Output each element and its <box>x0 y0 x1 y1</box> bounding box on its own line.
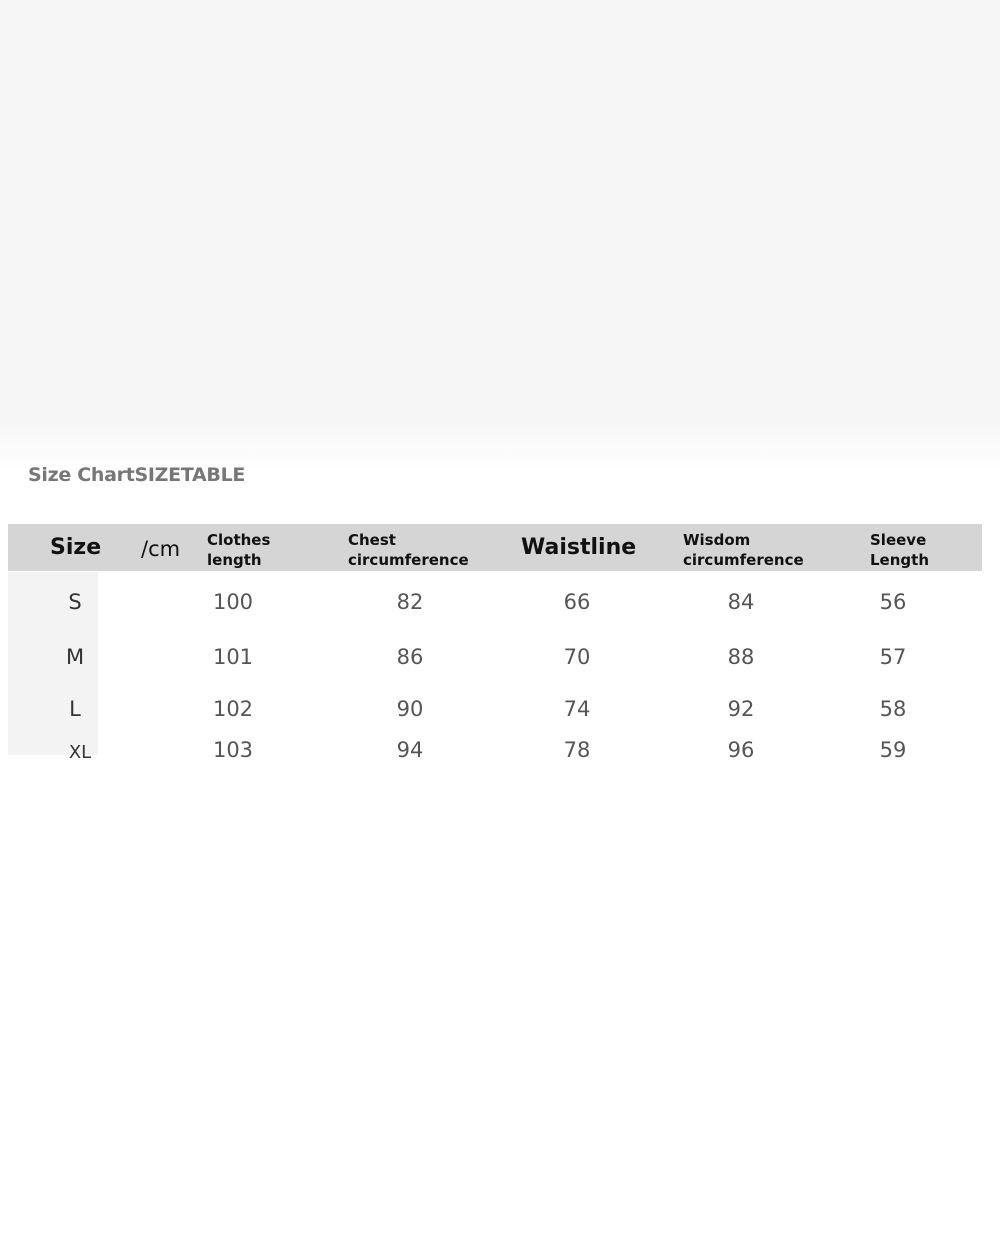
table-cell: 94 <box>396 738 424 762</box>
table-cell: 56 <box>879 590 907 614</box>
size-label: M <box>65 645 85 669</box>
header-unit: /cm <box>141 537 181 561</box>
header-line: Chest <box>348 531 396 549</box>
header-wisdom: Wisdom circumference <box>683 530 804 570</box>
table-cell: 102 <box>212 697 254 721</box>
table-header-bar <box>8 524 982 571</box>
table-cell: 86 <box>396 645 424 669</box>
size-chart-title: Size ChartSIZETABLE <box>28 464 246 486</box>
table-cell: 78 <box>563 738 591 762</box>
table-cell: 70 <box>563 645 591 669</box>
header-size: Size <box>50 535 102 560</box>
header-sleeve: Sleeve Length <box>870 530 929 570</box>
table-cell: 100 <box>212 590 254 614</box>
header-line: Sleeve <box>870 531 927 549</box>
header-line: length <box>207 551 262 569</box>
table-cell: 66 <box>563 590 591 614</box>
table-cell: 103 <box>212 738 254 762</box>
header-line: circumference <box>683 551 804 569</box>
table-cell: 58 <box>879 697 907 721</box>
table-cell: 57 <box>879 645 907 669</box>
table-cell: 84 <box>727 590 755 614</box>
header-line: Clothes <box>207 531 271 549</box>
size-label: XL <box>68 742 92 763</box>
table-cell: 96 <box>727 738 755 762</box>
size-column-background <box>8 572 98 755</box>
header-clothes-length: Clothes length <box>207 530 270 570</box>
size-label: S <box>68 590 82 614</box>
table-cell: 59 <box>879 738 907 762</box>
header-line: Length <box>870 551 929 569</box>
size-label: L <box>69 697 81 721</box>
table-cell: 82 <box>396 590 424 614</box>
header-line: circumference <box>348 551 469 569</box>
table-cell: 90 <box>396 697 424 721</box>
header-waistline: Waistline <box>521 535 637 560</box>
header-chest: Chest circumference <box>348 530 469 570</box>
table-cell: 88 <box>727 645 755 669</box>
table-cell: 74 <box>563 697 591 721</box>
header-line: Wisdom <box>683 531 751 549</box>
table-cell: 101 <box>212 645 254 669</box>
table-cell: 92 <box>727 697 755 721</box>
